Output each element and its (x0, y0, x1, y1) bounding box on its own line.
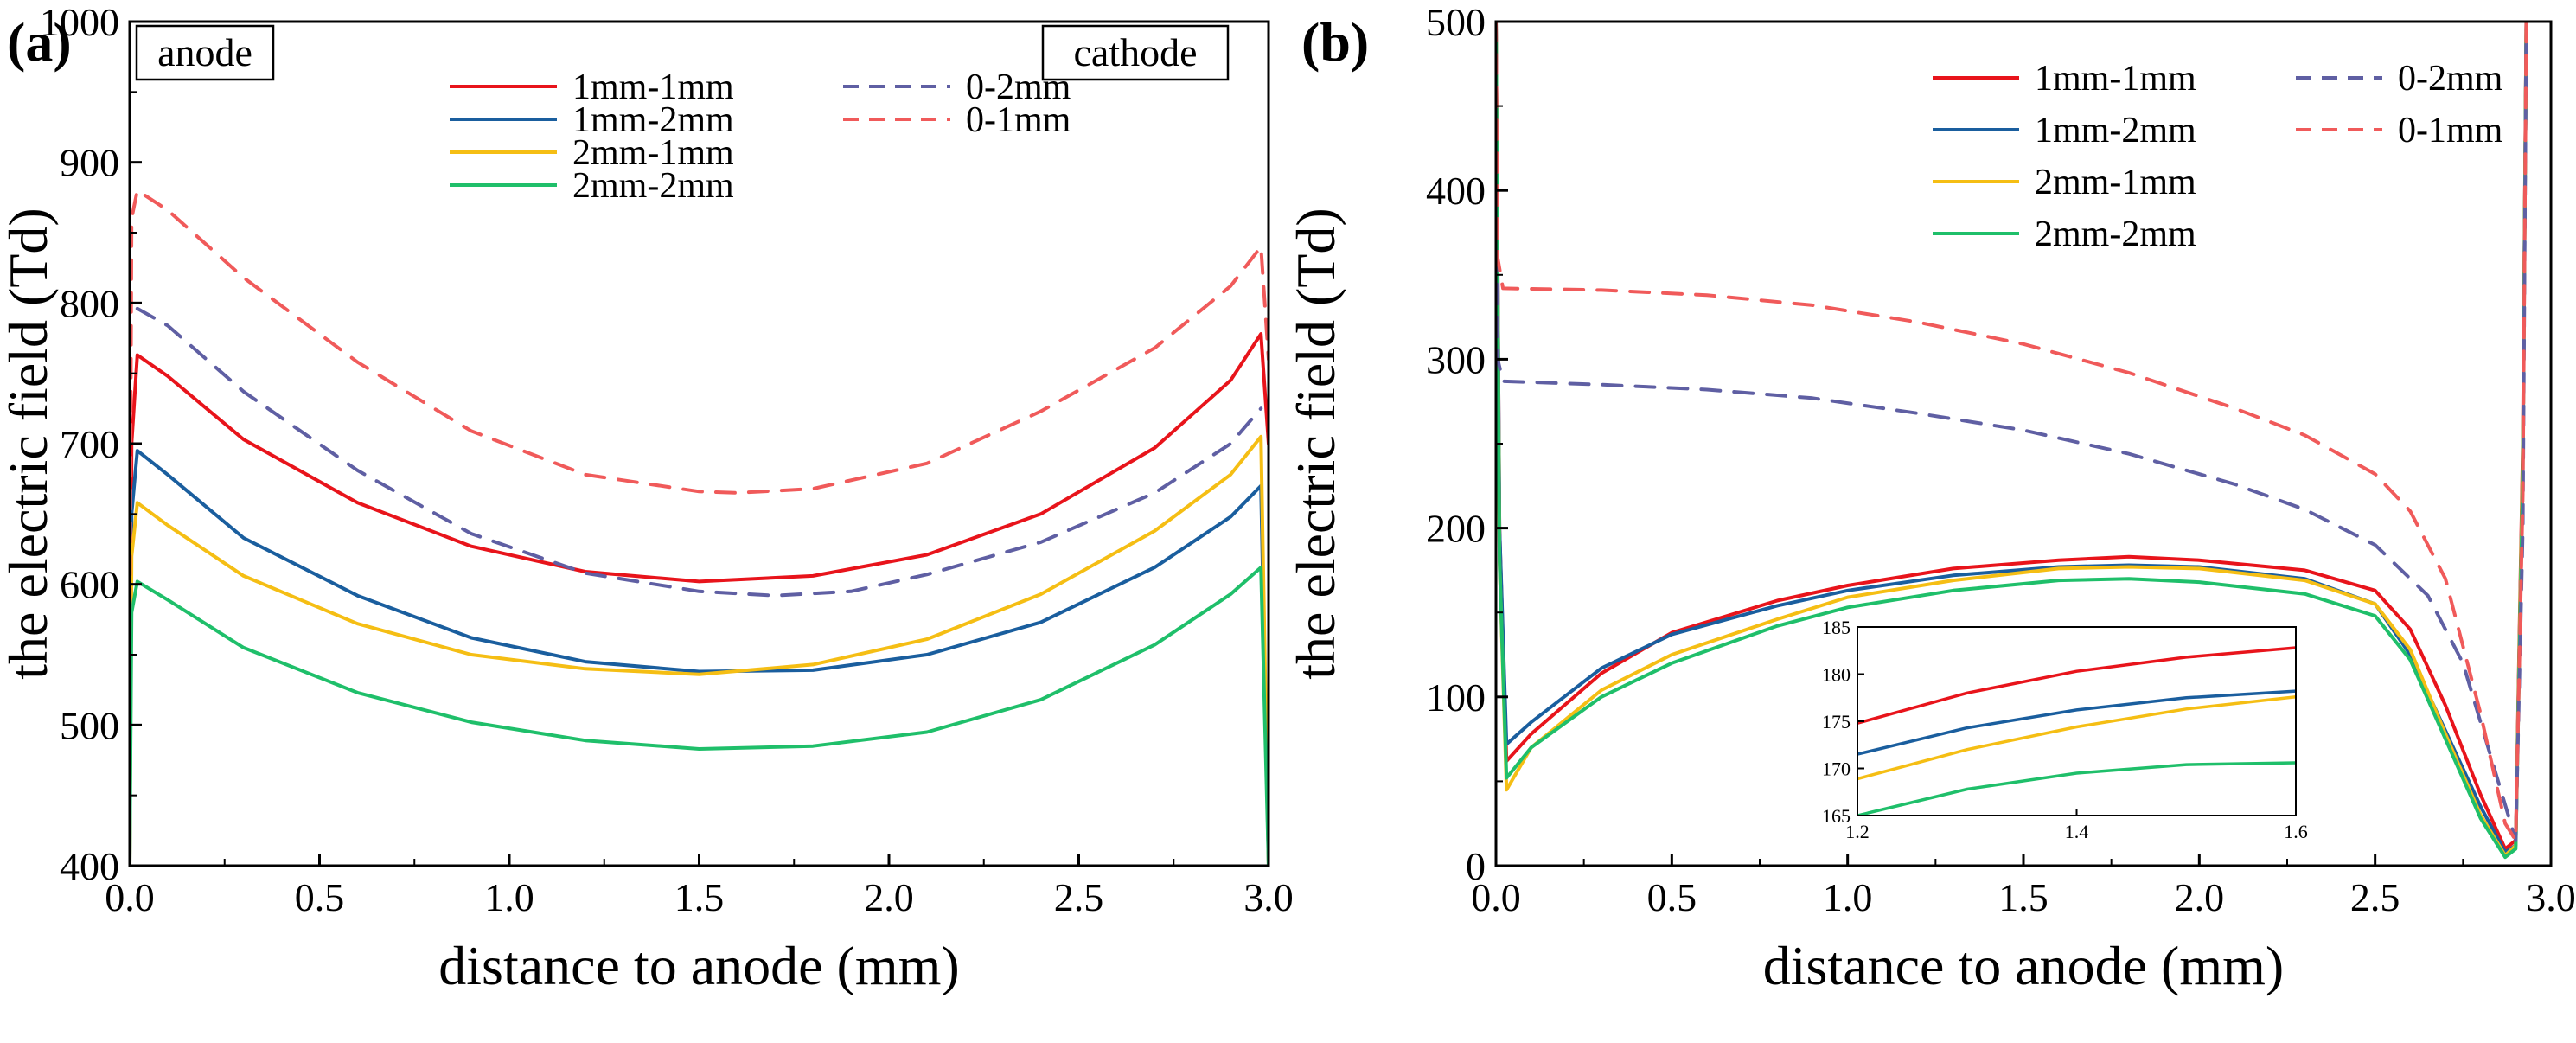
y-tick-label: 600 (60, 563, 119, 607)
legend-label-0-1mm: 0-1mm (2398, 111, 2503, 150)
x-tick-label: 0.5 (295, 875, 345, 919)
legend-label-1mm-2mm: 1mm-2mm (2035, 111, 2196, 150)
panel-b: 0.0 0.5 1.0 1.5 2.0 2.5 3.0 0 100 200 300 400 500 dis… (1285, 0, 2576, 996)
legend-label-2mm-2mm: 2mm-2mm (2035, 214, 2196, 254)
y-tick-label: 400 (1426, 169, 1486, 213)
x-tick-label: 1.0 (1823, 875, 1873, 919)
series-line-0-2mm (135, 306, 1263, 598)
series-line-2mm-2mm (130, 566, 1269, 866)
anode-label: anode (157, 30, 252, 74)
inset-series-line-2mm-1mm (1857, 694, 2296, 781)
x-tick-label: 2.5 (1054, 875, 1104, 919)
y-tick-label: 900 (60, 141, 119, 185)
series-line-1mm-2mm (130, 449, 1269, 866)
legend-label-1mm-2mm: 1mm-2mm (572, 100, 734, 140)
y-axis-title: the electric field (Td) (0, 208, 59, 679)
panel-a: 0.0 0.5 1.0 1.5 2.0 2.5 3.0 400 500 600 700 800 900 1… (0, 0, 1294, 996)
legend-label-0-2mm: 0-2mm (2398, 59, 2503, 99)
x-tick-label: 2.0 (2175, 875, 2225, 919)
x-axis-title: distance to anode (mm) (1763, 935, 2284, 996)
legend-label-0-1mm: 0-1mm (966, 100, 1071, 140)
inset-series-line-1mm-1mm (1857, 646, 2296, 725)
legend-label-2mm-1mm: 2mm-1mm (2035, 163, 2196, 202)
x-tick-label: 3.0 (2526, 875, 2576, 919)
panel-label: (b) (1301, 11, 1369, 73)
x-tick-label: 0.5 (1647, 875, 1697, 919)
panel-label: (a) (7, 11, 72, 73)
series-line-0-1mm (1496, 22, 2528, 842)
series-line-1mm-1mm (1496, 22, 2528, 851)
inset-background (1857, 627, 2296, 816)
inset-y-tick-label: 185 (1822, 617, 1851, 638)
inset-series-group (1857, 646, 2296, 816)
y-tick-label: 700 (60, 422, 119, 466)
inset-x-tick-label: 1.2 (1845, 821, 1870, 842)
x-tick-label: 3.0 (1243, 875, 1294, 919)
series-line-0-2mm (1496, 22, 2528, 842)
cathode-label: cathode (1073, 30, 1197, 74)
y-tick-label: 400 (60, 844, 119, 888)
series-group (1496, 22, 2528, 860)
y-tick-label: 500 (60, 703, 119, 747)
inset-y-tick-label: 180 (1822, 664, 1851, 686)
inset-x-tick-label: 1.4 (2065, 821, 2089, 842)
x-tick-label: 2.0 (864, 875, 914, 919)
inset-series-line-1mm-2mm (1857, 689, 2296, 756)
legend-label-2mm-1mm: 2mm-1mm (572, 133, 734, 173)
y-tick-label: 0 (1466, 844, 1486, 888)
y-tick-label: 800 (60, 281, 119, 325)
x-tick-label: 0.0 (1471, 875, 1521, 919)
y-tick-label: 1000 (40, 0, 119, 44)
inset-x-tick-label: 1.6 (2284, 821, 2308, 842)
x-tick-label: 0.0 (105, 875, 155, 919)
x-tick-label: 1.5 (674, 875, 725, 919)
anode-box (135, 24, 275, 81)
inset-y-tick-label: 165 (1822, 805, 1851, 827)
series-line-2mm-2mm (1496, 22, 2528, 860)
x-tick-label: 2.5 (2350, 875, 2400, 919)
series-line-1mm-1mm (130, 332, 1269, 866)
inset-y-tick-label: 175 (1822, 711, 1851, 733)
y-tick-label: 200 (1426, 507, 1486, 551)
y-tick-label: 100 (1426, 675, 1486, 720)
legend-label-2mm-2mm: 2mm-2mm (572, 166, 734, 206)
x-tick-label: 1.0 (484, 875, 534, 919)
series-line-2mm-1mm (130, 434, 1269, 866)
series-group (130, 189, 1269, 866)
legend-label-1mm-1mm: 1mm-1mm (2035, 59, 2196, 99)
y-tick-label: 300 (1426, 337, 1486, 381)
series-line-0-1mm (130, 189, 1269, 643)
y-tick-label: 500 (1426, 0, 1486, 44)
y-axis-title: the electric field (Td) (1285, 208, 1346, 679)
inset-series-line-2mm-2mm (1857, 761, 2296, 816)
inset-y-tick-label: 170 (1822, 758, 1851, 780)
inset-chart: 1.2 1.4 1.6 165 170 175 180 185 (1822, 617, 2308, 842)
x-axis-title: distance to anode (mm) (438, 935, 959, 996)
x-tick-label: 1.5 (1998, 875, 2049, 919)
cathode-box (1041, 24, 1230, 81)
legend-label-1mm-1mm: 1mm-1mm (572, 67, 734, 107)
